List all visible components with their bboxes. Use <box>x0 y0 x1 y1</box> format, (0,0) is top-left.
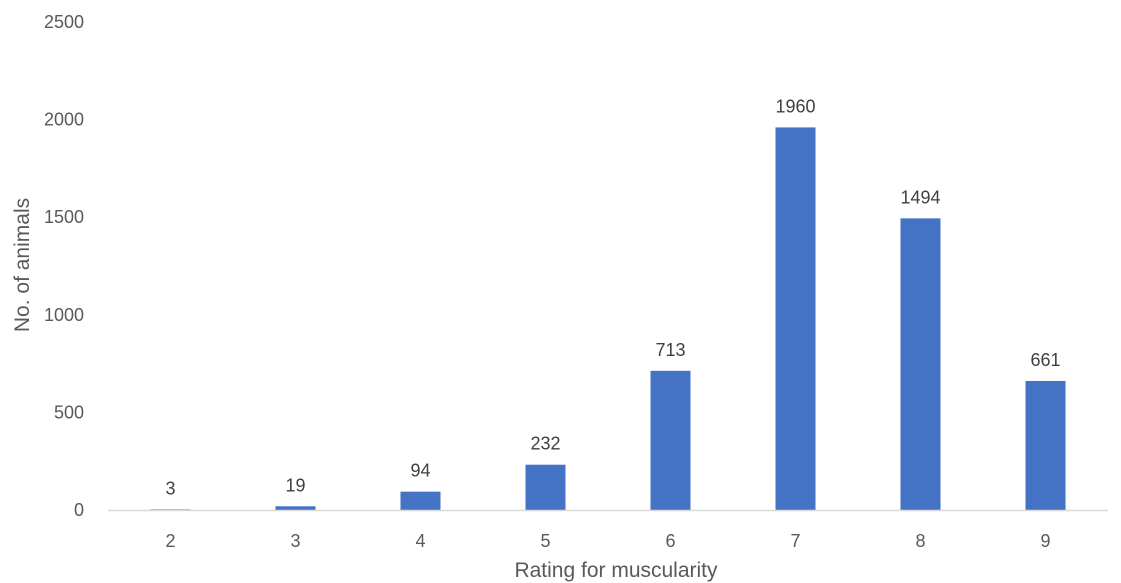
bars <box>150 127 1066 511</box>
x-tick-label: 5 <box>540 531 550 551</box>
bar <box>525 464 566 510</box>
data-label: 94 <box>410 461 430 481</box>
data-label: 661 <box>1030 350 1060 370</box>
y-tick-label: 0 <box>74 500 84 520</box>
x-tick-label: 9 <box>1040 531 1050 551</box>
data-label: 19 <box>285 475 305 495</box>
y-tick-label: 2500 <box>44 12 84 32</box>
x-tick-label: 4 <box>415 531 425 551</box>
bar <box>400 491 441 510</box>
x-axis-ticks: 2 3 4 5 6 7 8 9 <box>165 531 1050 551</box>
data-label: 713 <box>655 340 685 360</box>
y-tick-label: 1500 <box>44 207 84 227</box>
bar <box>900 218 941 510</box>
x-axis-title: Rating for muscularity <box>514 559 718 582</box>
x-tick-label: 8 <box>915 531 925 551</box>
y-axis-ticks: 0 500 1000 1500 2000 2500 <box>44 12 84 520</box>
x-tick-label: 6 <box>665 531 675 551</box>
y-tick-label: 2000 <box>44 110 84 130</box>
data-label: 3 <box>165 478 175 498</box>
y-tick-label: 1000 <box>44 305 84 325</box>
data-label: 1960 <box>775 96 815 116</box>
x-tick-label: 2 <box>165 531 175 551</box>
data-label: 232 <box>530 434 560 454</box>
bar <box>650 370 691 510</box>
bar <box>150 509 191 510</box>
bar <box>1025 380 1066 510</box>
y-axis-title: No. of animals <box>11 198 34 332</box>
y-tick-label: 500 <box>54 402 84 422</box>
data-labels: 3 19 94 232 713 1960 1494 661 <box>165 96 1060 498</box>
x-tick-label: 3 <box>290 531 300 551</box>
bar <box>775 127 816 511</box>
data-label: 1494 <box>900 187 940 207</box>
x-tick-label: 7 <box>790 531 800 551</box>
bar <box>275 506 316 510</box>
